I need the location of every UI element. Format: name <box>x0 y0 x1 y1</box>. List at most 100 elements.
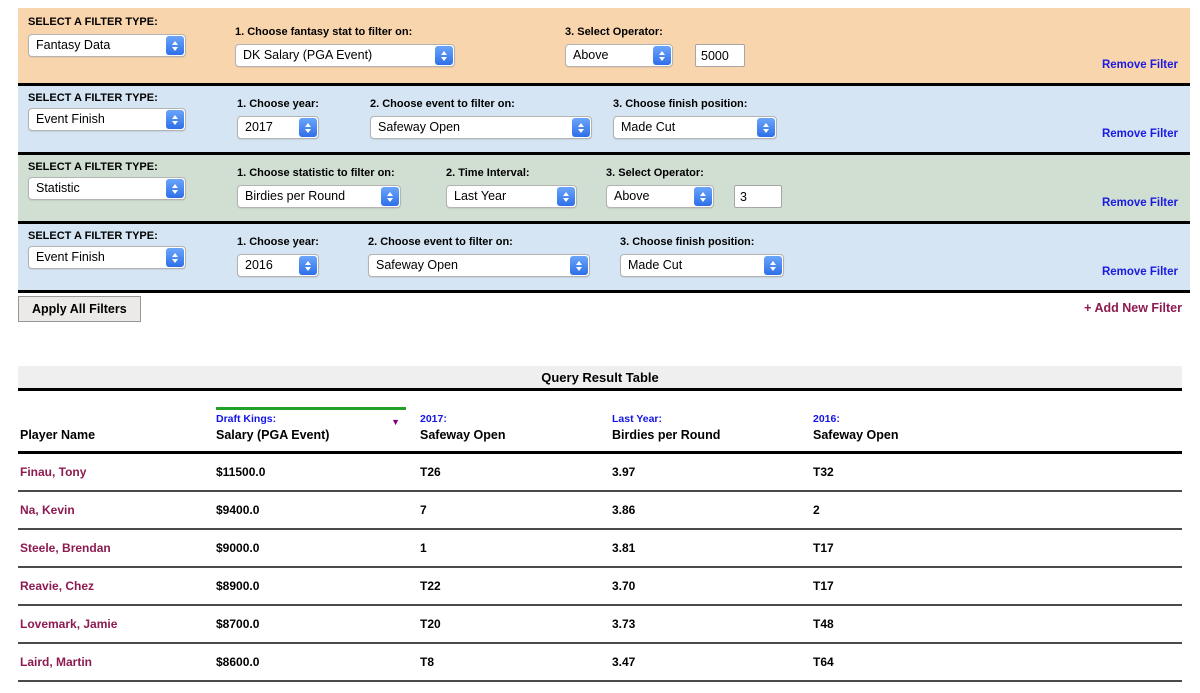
field-value-input[interactable] <box>695 44 745 67</box>
field-select-value: Above <box>614 189 650 203</box>
chevron-down-icon <box>441 56 447 61</box>
column-header-label: Safeway Open <box>420 428 506 442</box>
select-stepper-icon <box>653 46 671 65</box>
column-header-2[interactable]: 2017: Safeway Open <box>420 391 612 451</box>
field-select[interactable]: Last Year <box>446 185 577 208</box>
field-select[interactable]: Safeway Open <box>368 254 590 277</box>
column-header-4[interactable]: 2016: Safeway Open <box>813 391 1182 451</box>
field-label: 3. Choose finish position: <box>620 236 755 248</box>
field-label <box>695 26 745 41</box>
field-select-value: Above <box>573 48 609 62</box>
chevron-down-icon <box>770 266 776 271</box>
player-name-cell: Steele, Brendan <box>20 541 111 555</box>
filter-type-select-wrap: Statistic <box>28 177 186 200</box>
select-stepper-icon <box>572 118 590 137</box>
chevron-up-icon <box>305 122 311 127</box>
field-select[interactable]: Made Cut <box>620 254 784 277</box>
column-header-top-label: 2016: <box>813 413 840 425</box>
field-label: 3. Select Operator: <box>565 26 663 38</box>
table-row: Laird, Martin $8600.0 T8 3.47 T64 <box>18 644 1182 682</box>
value-cell: $8900.0 <box>216 579 260 593</box>
chevron-down-icon <box>387 197 393 202</box>
value-cell: $8600.0 <box>216 655 260 669</box>
filter-2-field-3: 3. Choose finish position: Made Cut <box>613 98 777 139</box>
apply-all-filters-button[interactable]: Apply All Filters <box>18 296 141 322</box>
table-row: Lovemark, Jamie $8700.0 T20 3.73 T48 <box>18 606 1182 644</box>
chevron-up-icon <box>172 114 178 119</box>
field-label: 2. Choose event to filter on: <box>368 236 513 248</box>
select-stepper-icon <box>381 187 399 206</box>
remove-filter-link[interactable]: Remove Filter <box>1101 128 1178 140</box>
column-header-label: Salary (PGA Event) <box>216 428 330 442</box>
column-header-3[interactable]: Last Year: Birdies per Round <box>612 391 813 451</box>
select-stepper-icon <box>166 179 184 198</box>
field-label: 1. Choose year: <box>237 236 319 248</box>
filter-type-select-wrap: Fantasy Data <box>28 34 186 57</box>
remove-filter-link[interactable]: Remove Filter <box>1101 59 1178 71</box>
chevron-down-icon <box>700 197 706 202</box>
field-select-value: DK Salary (PGA Event) <box>243 48 373 62</box>
filter-type-select-wrap: Event Finish <box>28 246 186 269</box>
field-select[interactable]: Above <box>565 44 673 67</box>
table-header-row: Player Name Draft Kings: Salary (PGA Event… <box>18 391 1182 454</box>
field-select[interactable]: Safeway Open <box>370 116 592 139</box>
value-cell: 3.86 <box>612 503 636 517</box>
field-select[interactable]: Birdies per Round <box>237 185 401 208</box>
field-label: 1. Choose fantasy stat to filter on: <box>235 26 413 38</box>
filter-type-select-value: Event Finish <box>36 250 105 264</box>
chevron-up-icon <box>578 122 584 127</box>
remove-filter-link[interactable]: Remove Filter <box>1101 266 1178 278</box>
field-value-input[interactable] <box>734 185 782 208</box>
chevron-down-icon <box>172 189 178 194</box>
table-row: Steele, Brendan $9000.0 1 3.81 T17 <box>18 530 1182 568</box>
field-select[interactable]: DK Salary (PGA Event) <box>235 44 455 67</box>
filter-type-select[interactable]: Event Finish <box>28 108 186 131</box>
select-stepper-icon <box>435 46 453 65</box>
field-select[interactable]: Made Cut <box>613 116 777 139</box>
field-select-value: Made Cut <box>621 120 676 134</box>
chevron-up-icon <box>172 252 178 257</box>
filter-type-label: SELECT A FILTER TYPE: <box>28 92 158 104</box>
filter-type-select-value: Event Finish <box>36 112 105 126</box>
filter-2-field-1: 1. Choose year: 2017 <box>237 98 319 139</box>
column-header-1[interactable]: Draft Kings: Salary (PGA Event) ▼ <box>216 391 420 451</box>
apply-row: Apply All Filters + Add New Filter <box>18 296 1190 322</box>
chevron-up-icon <box>563 191 569 196</box>
table-row: Reavie, Chez $8900.0 T22 3.70 T17 <box>18 568 1182 606</box>
filter-3-field-4 <box>734 167 782 208</box>
chevron-up-icon <box>576 260 582 265</box>
chevron-up-icon <box>387 191 393 196</box>
filter-type-select[interactable]: Event Finish <box>28 246 186 269</box>
column-header-0[interactable]: Player Name <box>18 391 216 451</box>
value-cell: T48 <box>813 617 834 631</box>
filter-type-label: SELECT A FILTER TYPE: <box>28 161 158 173</box>
value-cell: 3.47 <box>612 655 636 669</box>
value-cell: $11500.0 <box>216 465 266 479</box>
filter-3-field-1: 1. Choose statistic to filter on: Birdies… <box>237 167 401 208</box>
select-stepper-icon <box>694 187 712 206</box>
chevron-down-icon <box>172 258 178 263</box>
field-select-value: Birdies per Round <box>245 189 346 203</box>
chevron-up-icon <box>441 50 447 55</box>
select-stepper-icon <box>166 110 184 129</box>
value-cell: $9000.0 <box>216 541 260 555</box>
filter-type-select-value: Fantasy Data <box>36 38 111 52</box>
sort-desc-icon[interactable]: ▼ <box>391 417 400 427</box>
field-select-value: 2017 <box>245 120 273 134</box>
filter-3-field-2: 2. Time Interval: Last Year <box>446 167 577 208</box>
field-select[interactable]: 2016 <box>237 254 319 277</box>
add-new-filter-link[interactable]: + Add New Filter <box>1084 301 1182 315</box>
chevron-up-icon <box>659 50 665 55</box>
chevron-up-icon <box>305 260 311 265</box>
value-cell: 3.73 <box>612 617 636 631</box>
table-row: Finau, Tony $11500.0 T26 3.97 T32 <box>18 454 1182 492</box>
filter-4-field-2: 2. Choose event to filter on: Safeway Ope… <box>368 236 590 277</box>
field-select[interactable]: 2017 <box>237 116 319 139</box>
value-cell: $8700.0 <box>216 617 260 631</box>
field-select[interactable]: Above <box>606 185 714 208</box>
remove-filter-link[interactable]: Remove Filter <box>1101 197 1178 209</box>
filter-type-select[interactable]: Fantasy Data <box>28 34 186 57</box>
field-label: 1. Choose statistic to filter on: <box>237 167 395 179</box>
filter-type-select[interactable]: Statistic <box>28 177 186 200</box>
select-stepper-icon <box>166 248 184 267</box>
